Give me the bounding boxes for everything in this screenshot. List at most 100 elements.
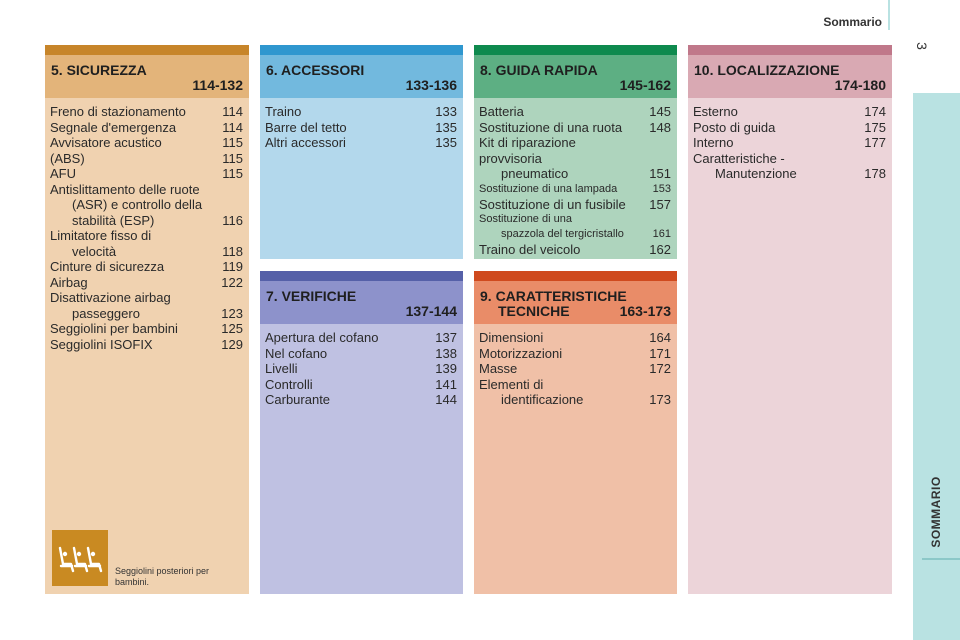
- section-header[interactable]: 7. VERIFICHE 137-144: [260, 281, 463, 324]
- toc-entry-list: Batteria 145 Sostituzione di una ruota 148 K…: [479, 104, 671, 258]
- toc-entry[interactable]: Kit di riparazione provvisoria pneumatico…: [479, 135, 671, 182]
- section-title: 6. ACCESSORI: [266, 62, 365, 78]
- toc-entry[interactable]: Traino 133: [265, 104, 457, 120]
- toc-entry[interactable]: Sostituzione di una lampada 153: [479, 182, 671, 197]
- header-divider: [888, 0, 890, 30]
- toc-entry-label: Manutenzione: [715, 166, 797, 181]
- toc-entry-label: Sostituzione di una lampada: [479, 182, 618, 195]
- toc-entry[interactable]: Sostituzione di una spazzola del tergicri…: [479, 212, 671, 242]
- section-color-stripe: [474, 271, 677, 281]
- section-guida-rapida[interactable]: 8. GUIDA RAPIDA 145-162 Batteria 145 Sosti…: [474, 45, 677, 259]
- toc-entry[interactable]: AFU 115: [50, 166, 243, 182]
- section-color-stripe: [260, 271, 463, 281]
- toc-entry-page: 139: [435, 361, 457, 376]
- toc-entry-list: Apertura del cofano 137 Nel cofano 138 Livel…: [265, 330, 457, 408]
- toc-entry-page: 119: [222, 259, 243, 274]
- section-page-range: 163-173: [619, 303, 671, 319]
- section-title-line2: TECNICHE: [498, 303, 570, 319]
- child-seats-icon: [52, 530, 108, 586]
- toc-entry-label: Disattivazione airbag: [50, 290, 171, 305]
- toc-entry[interactable]: Esterno 174: [693, 104, 886, 120]
- toc-entry-page: 118: [222, 243, 243, 259]
- toc-entry-label: Motorizzazioni: [479, 345, 563, 361]
- toc-entry[interactable]: Sostituzione di una ruota 148: [479, 120, 671, 136]
- toc-entry-label: Livelli: [265, 361, 298, 376]
- toc-entry[interactable]: Limitatore fisso di velocità 118: [50, 228, 243, 259]
- toc-entry-page: 161: [652, 228, 671, 240]
- icon-caption: Seggiolini posteriori per bambini.: [115, 566, 210, 587]
- toc-entry[interactable]: Sostituzione di un fusibile 157: [479, 197, 671, 213]
- toc-entry[interactable]: Seggiolini ISOFIX 129: [50, 337, 243, 353]
- toc-entry-label: Limitatore fisso di: [50, 228, 152, 243]
- section-header[interactable]: 10. LOCALIZZAZIONE 174-180: [688, 55, 892, 98]
- toc-entry[interactable]: Antislittamento delle ruote (ASR) e contr…: [50, 182, 243, 229]
- toc-entry-label: Kit di riparazione provvisoria: [479, 135, 576, 166]
- section-header[interactable]: 8. GUIDA RAPIDA 145-162: [474, 55, 677, 98]
- toc-entry[interactable]: Livelli 139: [265, 361, 457, 377]
- toc-entry-page: 174: [864, 104, 886, 119]
- toc-entry-label: Sostituzione di una ruota: [479, 119, 623, 135]
- toc-entry-label: Airbag: [50, 274, 88, 290]
- toc-entry[interactable]: Masse 172: [479, 361, 671, 377]
- section-header[interactable]: 9. CARATTERISTICHE TECNICHE 163-173: [474, 281, 677, 324]
- section-body: Esterno 174 Posto di guida 175 Interno 177 Car…: [688, 98, 892, 594]
- section-body: Freno di stazionamento 114 Segnale d'emerg…: [45, 98, 249, 594]
- toc-entry-page: 144: [435, 392, 457, 407]
- toc-entry[interactable]: (ABS) 115: [50, 151, 243, 167]
- toc-entry[interactable]: Carburante 144: [265, 392, 457, 408]
- toc-entry[interactable]: Nel cofano 138: [265, 346, 457, 362]
- toc-entry-label: spazzola del tergicristallo: [501, 228, 624, 240]
- toc-entry[interactable]: Segnale d'emergenza 114: [50, 120, 243, 136]
- toc-entry[interactable]: Barre del tetto 135: [265, 120, 457, 136]
- section-verifiche[interactable]: 7. VERIFICHE 137-144 Apertura del cofano…: [260, 271, 463, 594]
- section-color-stripe: [688, 45, 892, 55]
- toc-entry-page: 138: [435, 345, 457, 361]
- toc-entry-page: 115: [222, 150, 243, 166]
- page-header-title: Sommario: [823, 15, 882, 29]
- toc-entry[interactable]: Posto di guida 175: [693, 120, 886, 136]
- toc-entry[interactable]: Dimensioni 164: [479, 330, 671, 346]
- side-tab[interactable]: [913, 93, 960, 640]
- toc-entry[interactable]: Seggiolini per bambini 125: [50, 321, 243, 337]
- toc-entry-label: Sostituzione di una: [479, 213, 572, 225]
- toc-entry-label: (ASR) e controllo della: [72, 197, 203, 212]
- section-caratteristiche-tecniche[interactable]: 9. CARATTERISTICHE TECNICHE 163-173 Dime…: [474, 271, 677, 594]
- toc-entry[interactable]: Disattivazione airbag passeggero 123: [50, 290, 243, 321]
- toc-entry[interactable]: Apertura del cofano 137: [265, 330, 457, 346]
- toc-entry[interactable]: Controlli 141: [265, 377, 457, 393]
- toc-entry-label: Interno: [693, 135, 734, 150]
- toc-entry[interactable]: Altri accessori 135: [265, 135, 457, 151]
- toc-entry[interactable]: Motorizzazioni 171: [479, 346, 671, 362]
- toc-entry[interactable]: Interno 177: [693, 135, 886, 151]
- side-tab-label: SOMMARIO: [929, 476, 943, 548]
- toc-entry-page: 135: [435, 119, 457, 135]
- toc-entry-label: Caratteristiche -: [693, 150, 785, 166]
- toc-entry-page: 133: [435, 104, 457, 119]
- toc-entry[interactable]: Elementi di identificazione 173: [479, 377, 671, 408]
- section-page-range: 114-132: [192, 77, 243, 93]
- toc-entry[interactable]: Avvisatore acustico 115: [50, 135, 243, 151]
- toc-entry[interactable]: Traino del veicolo 162: [479, 242, 671, 258]
- section-header[interactable]: 6. ACCESSORI 133-136: [260, 55, 463, 98]
- section-title: 10. LOCALIZZAZIONE: [694, 62, 840, 78]
- section-body: Dimensioni 164 Motorizzazioni 171 Masse 172 El…: [474, 324, 677, 594]
- toc-entry[interactable]: Batteria 145: [479, 104, 671, 120]
- section-accessori[interactable]: 6. ACCESSORI 133-136 Traino 133 Barre del …: [260, 45, 463, 259]
- toc-entry-label: Elementi di: [479, 376, 544, 392]
- toc-entry-label: passeggero: [72, 305, 140, 321]
- toc-entry-page: 175: [864, 119, 886, 135]
- section-color-stripe: [45, 45, 249, 55]
- toc-entry[interactable]: Freno di stazionamento 114: [50, 104, 243, 120]
- toc-entry[interactable]: Cinture di sicurezza 119: [50, 259, 243, 275]
- toc-entry-label: Batteria: [479, 104, 524, 119]
- section-localizzazione[interactable]: 10. LOCALIZZAZIONE 174-180 Esterno 174 Pos…: [688, 45, 892, 594]
- section-sicurezza[interactable]: 5. SICUREZZA 114-132 Freno di stazioname…: [45, 45, 249, 594]
- toc-entry-label: Seggiolini per bambini: [50, 321, 178, 336]
- toc-entry-page: 116: [222, 212, 243, 228]
- toc-entry[interactable]: Airbag 122: [50, 275, 243, 291]
- toc-entry-list: Esterno 174 Posto di guida 175 Interno 177 Car…: [693, 104, 886, 182]
- toc-entry[interactable]: Caratteristiche - Manutenzione 178: [693, 151, 886, 182]
- section-body: Apertura del cofano 137 Nel cofano 138 Livel…: [260, 324, 463, 594]
- section-header[interactable]: 5. SICUREZZA 114-132: [45, 55, 249, 98]
- toc-entry-page: 137: [435, 330, 457, 345]
